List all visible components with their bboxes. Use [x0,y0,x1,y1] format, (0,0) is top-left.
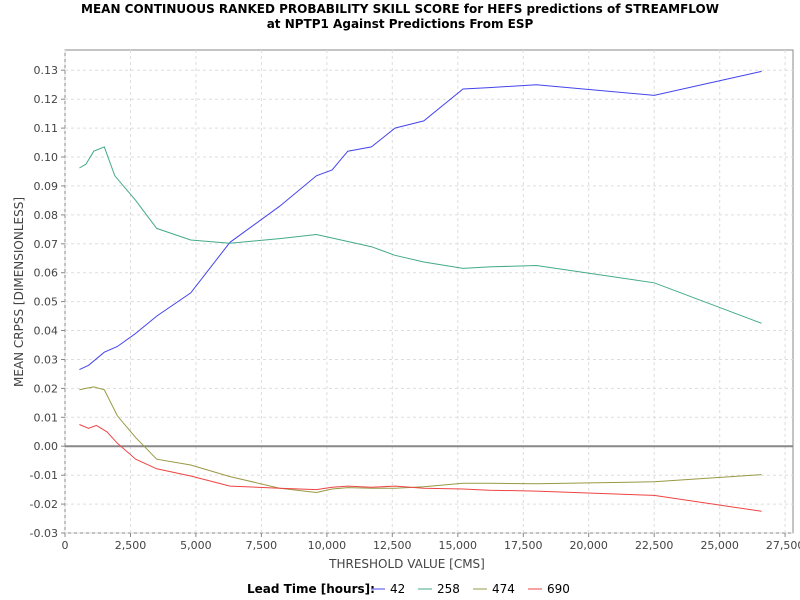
x-tick-label: 2,500 [115,539,147,552]
y-tick-label: 0.05 [34,296,59,309]
x-tick-label: 12,500 [373,539,412,552]
legend: Lead Time [hours]: 42 258 474 690 [247,582,570,596]
y-tick-label: 0.11 [34,122,59,135]
y-tick-label: 0.13 [34,64,59,77]
y-tick-label: 0.02 [34,382,59,395]
y-tick-label: 0.01 [34,411,59,424]
x-tick-label: 22,500 [635,539,674,552]
y-tick-label: 0.04 [34,325,59,338]
series-line-42 [79,70,762,371]
y-tick-label: 0.03 [34,354,59,367]
y-tick-label: 0.06 [34,267,59,280]
legend-label-690: 690 [547,582,570,596]
chart-title-line-1: MEAN CONTINUOUS RANKED PROBABILITY SKILL… [81,2,719,16]
x-axis-label: THRESHOLD VALUE [CMS] [328,557,485,571]
x-tick-label: 20,000 [569,539,608,552]
x-tick-label: 7,500 [246,539,278,552]
x-tick-label: 27,500 [766,539,800,552]
y-axis-label: MEAN CRPSS [DIMENSIONLESS] [12,197,26,387]
legend-label-474: 474 [492,582,515,596]
x-axis-ticks: 0 2,500 5,000 7,500 10,000 12,500 15,000 17,500… [62,533,800,552]
y-tick-label: -0.01 [30,469,58,482]
y-tick-label: 0.09 [34,180,59,193]
legend-label-42: 42 [390,582,405,596]
series-line-258 [79,146,762,324]
y-tick-label: 0.10 [34,151,59,164]
y-tick-label: 0.00 [34,440,59,453]
y-tick-label: 0.08 [34,209,59,222]
series-line-690 [79,424,762,512]
chart-title-line-2: at NPTP1 Against Predictions From ESP [267,17,534,31]
x-tick-label: 17,500 [504,539,543,552]
legend-label-258: 258 [437,582,460,596]
gridlines [64,50,793,534]
y-axis-ticks: -0.03 -0.02 -0.01 0.00 0.01 0.02 0.03 0.04 0.05 0… [30,64,65,540]
data-series [79,70,762,512]
y-tick-label: -0.03 [30,527,58,540]
legend-title: Lead Time [hours]: [247,582,375,596]
x-tick-label: 10,000 [308,539,347,552]
y-tick-label: 0.12 [34,93,59,106]
x-tick-label: 5,000 [180,539,212,552]
y-tick-label: -0.02 [30,498,58,511]
x-tick-label: 0 [62,539,69,552]
x-tick-label: 25,000 [700,539,739,552]
y-tick-label: 0.07 [34,238,59,251]
plot-area [64,49,794,534]
series-line-474 [79,386,762,494]
x-tick-label: 15,000 [439,539,478,552]
